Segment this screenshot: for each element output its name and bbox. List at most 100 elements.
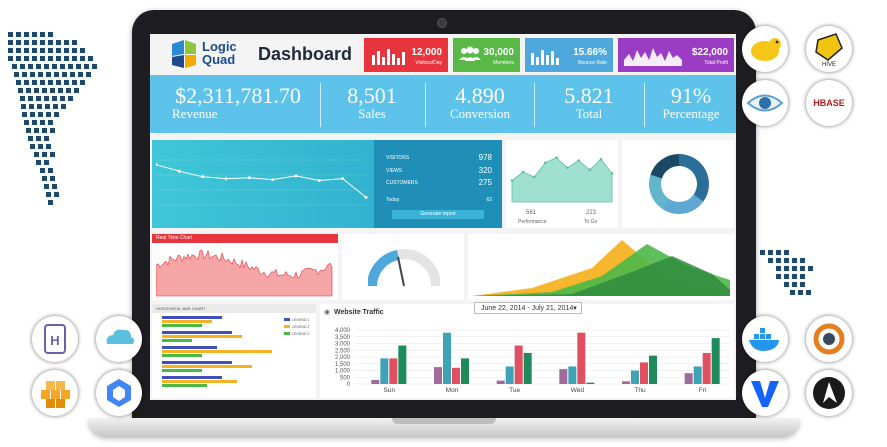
map-dot (21, 104, 26, 109)
map-dot (88, 56, 93, 61)
kpi-label: Total (575, 106, 603, 121)
hbar-bar (162, 376, 222, 379)
map-dot (26, 88, 31, 93)
map-dot (74, 88, 79, 93)
map-dot (32, 40, 37, 45)
map-dot (30, 72, 35, 77)
donut-panel (622, 140, 734, 228)
performance-area-chart (510, 156, 614, 203)
map-dot (48, 80, 53, 85)
map-dot (64, 80, 69, 85)
kpi-band: $2,311,781.70 Revenue 8,501 Sales 4.890 … (150, 75, 736, 133)
legend-swatch (284, 318, 290, 321)
map-dot (28, 96, 33, 101)
hbar-bar (162, 350, 272, 353)
map-dot (58, 88, 63, 93)
map-dot (48, 48, 53, 53)
map-dot (46, 112, 51, 117)
togo-label: To Go (584, 219, 598, 225)
realtime-chart-panel: Real Time Chart (152, 234, 338, 300)
gcp-logo-icon (96, 370, 142, 416)
traffic-line (156, 164, 367, 198)
map-dot (48, 168, 53, 173)
map-dot (48, 120, 53, 125)
x-tick-label: Mon (446, 387, 459, 394)
map-dot (24, 32, 29, 37)
map-dot (44, 184, 49, 189)
performance-point (599, 157, 603, 161)
y-tick-label: 4,000 (335, 328, 351, 334)
map-dot (20, 64, 25, 69)
y-tick-label: 1,000 (335, 369, 351, 375)
map-dot (52, 96, 57, 101)
kpi-conversion: 4.890 Conversion (427, 75, 533, 133)
traffic-bar (640, 362, 648, 384)
traffic-bar (398, 345, 407, 384)
map-dot (52, 64, 57, 69)
kpi-divider (534, 83, 535, 127)
logicquad-logo-icon (172, 40, 196, 68)
traffic-bar (443, 332, 451, 384)
map-dot (50, 152, 55, 157)
traffic-point (271, 178, 275, 182)
map-dot (68, 64, 73, 69)
y-tick-label: 2,500 (335, 348, 351, 354)
stat-card-profit[interactable]: $22,000 Total Profit (618, 38, 734, 72)
map-dot (29, 104, 34, 109)
map-dot (52, 184, 57, 189)
map-dot (62, 72, 67, 77)
map-dot (34, 88, 39, 93)
stat-card-members[interactable]: 30,000 Members (453, 38, 520, 72)
hbar-bar (162, 320, 212, 323)
donut-slice (649, 174, 669, 209)
website-traffic-panel: ◉ Website Traffic 0 500 1,000 1,500 2,000 2,5… (320, 304, 734, 398)
map-dot (40, 48, 45, 53)
performance-point (510, 179, 514, 182)
map-dot (48, 56, 53, 61)
map-dot (72, 48, 77, 53)
y-tick-label: 3,000 (335, 342, 351, 348)
map-dot (50, 88, 55, 93)
x-tick-label: Sun (384, 387, 396, 394)
stat-card-bounce[interactable]: 15.66% Bounce Rate (525, 38, 613, 72)
legend-label: LEGEND 3 (292, 332, 309, 336)
map-dot (16, 56, 21, 61)
map-dot (32, 80, 37, 85)
traffic-point (247, 176, 251, 180)
kpi-total: 5.821 Total (536, 75, 642, 133)
performance-point (555, 156, 558, 160)
generate-report-button[interactable]: Generate report (392, 210, 484, 219)
hbar-bar (162, 384, 207, 387)
performance-point (521, 170, 525, 174)
map-dot (790, 290, 795, 295)
stat-value-visitors: 12,000 (411, 47, 442, 58)
traffic-bar (649, 355, 657, 384)
website-traffic-title: Website Traffic (334, 309, 384, 316)
traffic-total-value: 62 (486, 197, 492, 203)
map-dot (46, 72, 51, 77)
stat-card-visitors[interactable]: 12,000 Visitors/Day (364, 38, 448, 72)
map-dot (776, 250, 781, 255)
map-dot (800, 258, 805, 263)
date-range-select[interactable]: June 22, 2014 - July 21, 2014 ▼ (474, 302, 582, 314)
map-dot (40, 32, 45, 37)
map-dot (34, 128, 39, 133)
donut-slice (678, 154, 709, 202)
map-dot (792, 258, 797, 263)
kpi-label: Sales (358, 106, 386, 121)
map-dot (16, 32, 21, 37)
map-dot (776, 274, 781, 279)
map-dot (40, 40, 45, 45)
map-dot (32, 32, 37, 37)
map-dot (76, 64, 81, 69)
map-dot (53, 104, 58, 109)
kpi-label: Percentage (662, 106, 720, 121)
map-dot (42, 88, 47, 93)
traffic-bar (452, 367, 460, 384)
kpi-sales: 8,501 Sales (322, 75, 422, 133)
y-tick-label: 2,000 (335, 355, 351, 361)
map-dot (800, 266, 805, 271)
kpi-label: Revenue (172, 106, 218, 121)
donut-slice (650, 154, 680, 179)
ansible-logo-icon (806, 370, 852, 416)
